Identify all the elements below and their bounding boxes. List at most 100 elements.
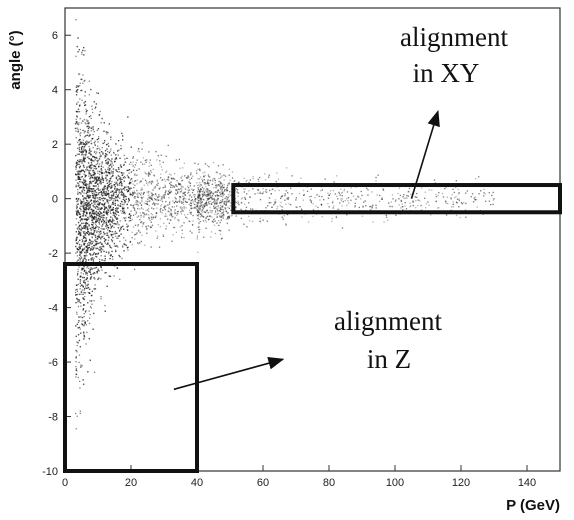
data-point (435, 200, 437, 202)
data-point (87, 162, 90, 164)
data-point (103, 172, 105, 174)
data-point (160, 207, 162, 210)
data-point (79, 288, 81, 290)
data-point (110, 247, 113, 249)
data-point (93, 101, 95, 103)
data-point (112, 236, 114, 239)
data-point (92, 188, 94, 190)
data-point (124, 161, 127, 163)
data-point (135, 201, 137, 203)
data-point (99, 110, 101, 113)
data-point (117, 154, 119, 156)
data-point (112, 172, 114, 174)
data-point (222, 217, 224, 219)
data-point (223, 210, 225, 212)
data-point (76, 238, 78, 240)
data-point (112, 201, 114, 204)
data-point (86, 200, 88, 202)
data-point (137, 215, 140, 217)
data-point (158, 246, 161, 248)
data-point (220, 182, 222, 185)
data-point (201, 190, 203, 193)
data-point (415, 207, 417, 209)
data-point (110, 170, 112, 172)
data-point (78, 73, 80, 75)
data-point (82, 178, 85, 180)
data-point (228, 199, 230, 202)
data-point (136, 216, 138, 218)
data-point (123, 209, 125, 211)
data-point (220, 193, 222, 195)
data-point (77, 178, 80, 180)
data-point (208, 190, 210, 192)
data-point (478, 193, 480, 195)
data-point (303, 194, 305, 196)
data-point (134, 196, 136, 198)
data-point (82, 280, 85, 282)
data-point (78, 184, 80, 187)
data-point (119, 164, 122, 166)
data-point (109, 163, 111, 165)
data-point (109, 211, 111, 213)
data-point (435, 200, 437, 202)
data-point (76, 260, 78, 262)
data-point (95, 205, 98, 207)
data-point (127, 201, 130, 203)
data-point (78, 316, 81, 318)
data-point (82, 188, 84, 191)
data-point (83, 205, 85, 207)
data-point (83, 149, 85, 151)
data-point (228, 216, 230, 218)
data-point (154, 203, 156, 205)
data-point (176, 185, 178, 187)
data-point (78, 354, 81, 356)
data-point (197, 190, 199, 192)
data-point (268, 174, 270, 176)
data-point (94, 203, 96, 205)
data-point (197, 163, 199, 165)
data-point (151, 207, 153, 209)
data-point (90, 130, 92, 132)
data-point (181, 208, 183, 210)
data-point (95, 182, 97, 184)
data-point (193, 196, 196, 198)
data-point (197, 192, 199, 194)
data-point (85, 218, 87, 220)
data-point (140, 204, 143, 206)
data-point (246, 193, 248, 195)
data-point (97, 194, 100, 196)
data-point (217, 189, 219, 191)
data-point (450, 198, 452, 200)
data-point (118, 224, 120, 226)
data-point (110, 191, 112, 193)
data-point (367, 189, 369, 191)
data-point (128, 216, 130, 219)
data-point (154, 198, 156, 200)
data-point (134, 180, 136, 182)
data-point (93, 177, 96, 180)
data-point (203, 192, 205, 194)
data-point (80, 170, 82, 172)
data-point (77, 342, 79, 344)
data-point (199, 186, 201, 188)
data-point (328, 194, 330, 196)
data-point (139, 208, 141, 210)
data-point (184, 188, 186, 190)
data-point (96, 220, 98, 222)
data-point (176, 201, 178, 203)
data-point (112, 190, 114, 192)
data-point (184, 191, 186, 193)
data-point (136, 159, 138, 161)
data-point (104, 304, 106, 307)
data-point (112, 219, 114, 221)
data-point (82, 293, 84, 295)
data-point (335, 216, 337, 219)
data-point (224, 207, 226, 209)
data-point (198, 228, 200, 231)
data-point (296, 206, 298, 209)
data-point (187, 187, 190, 189)
data-point (105, 217, 108, 219)
data-point (82, 236, 85, 238)
data-point (110, 198, 113, 200)
data-point (132, 204, 135, 207)
